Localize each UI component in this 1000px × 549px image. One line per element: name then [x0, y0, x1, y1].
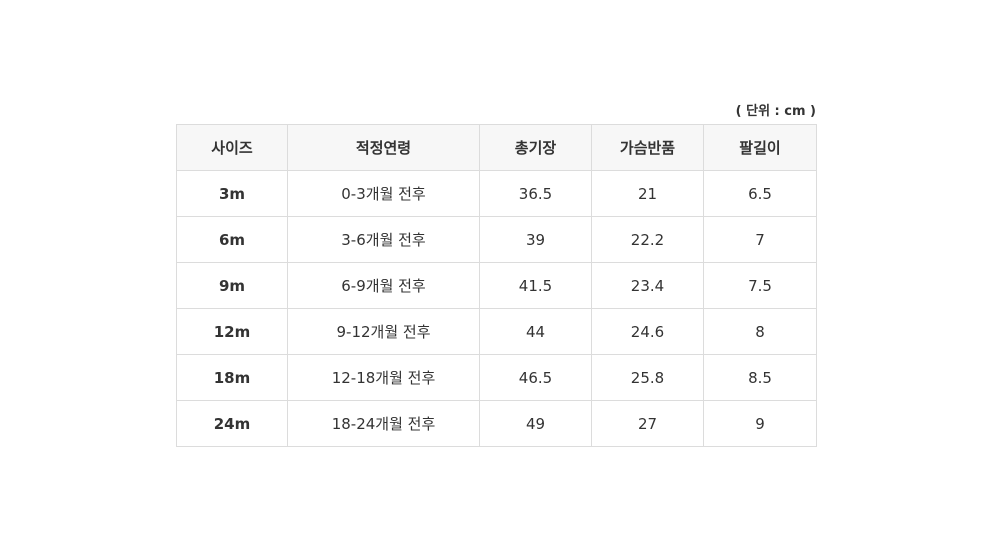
table-row: 12m 9-12개월 전후 44 24.6 8 — [176, 308, 817, 355]
cell-age: 0-3개월 전후 — [287, 170, 480, 217]
cell-sleeve: 8.5 — [703, 354, 817, 401]
cell-age: 9-12개월 전후 — [287, 308, 480, 355]
table-row: 18m 12-18개월 전후 46.5 25.8 8.5 — [176, 354, 817, 401]
cell-chest: 27 — [591, 400, 704, 447]
cell-sleeve: 6.5 — [703, 170, 817, 217]
cell-age: 3-6개월 전후 — [287, 216, 480, 263]
cell-sleeve: 9 — [703, 400, 817, 447]
cell-chest: 23.4 — [591, 262, 704, 309]
cell-size: 9m — [176, 262, 288, 309]
size-table: 사이즈 적정연령 총기장 가슴반품 팔길이 3m 0-3개월 전후 36.5 21 6.… — [176, 124, 817, 447]
cell-size: 24m — [176, 400, 288, 447]
header-sleeve: 팔길이 — [703, 124, 817, 171]
cell-length: 44 — [479, 308, 592, 355]
cell-length: 46.5 — [479, 354, 592, 401]
table-row: 9m 6-9개월 전후 41.5 23.4 7.5 — [176, 262, 817, 309]
header-row: 사이즈 적정연령 총기장 가슴반품 팔길이 — [176, 124, 817, 171]
header-size: 사이즈 — [176, 124, 288, 171]
cell-chest: 22.2 — [591, 216, 704, 263]
cell-sleeve: 7 — [703, 216, 817, 263]
table-row: 6m 3-6개월 전후 39 22.2 7 — [176, 216, 817, 263]
table-row: 3m 0-3개월 전후 36.5 21 6.5 — [176, 170, 817, 217]
cell-chest: 24.6 — [591, 308, 704, 355]
cell-age: 6-9개월 전후 — [287, 262, 480, 309]
cell-length: 36.5 — [479, 170, 592, 217]
cell-chest: 25.8 — [591, 354, 704, 401]
cell-size: 3m — [176, 170, 288, 217]
header-length: 총기장 — [479, 124, 592, 171]
cell-age: 18-24개월 전후 — [287, 400, 480, 447]
cell-sleeve: 8 — [703, 308, 817, 355]
table-row: 24m 18-24개월 전후 49 27 9 — [176, 400, 817, 447]
cell-length: 39 — [479, 216, 592, 263]
cell-age: 12-18개월 전후 — [287, 354, 480, 401]
cell-size: 18m — [176, 354, 288, 401]
header-chest: 가슴반품 — [591, 124, 704, 171]
cell-length: 49 — [479, 400, 592, 447]
cell-length: 41.5 — [479, 262, 592, 309]
cell-size: 12m — [176, 308, 288, 355]
cell-chest: 21 — [591, 170, 704, 217]
unit-label: ( 단위 : cm ) — [735, 104, 816, 119]
header-age: 적정연령 — [287, 124, 480, 171]
cell-sleeve: 7.5 — [703, 262, 817, 309]
cell-size: 6m — [176, 216, 288, 263]
